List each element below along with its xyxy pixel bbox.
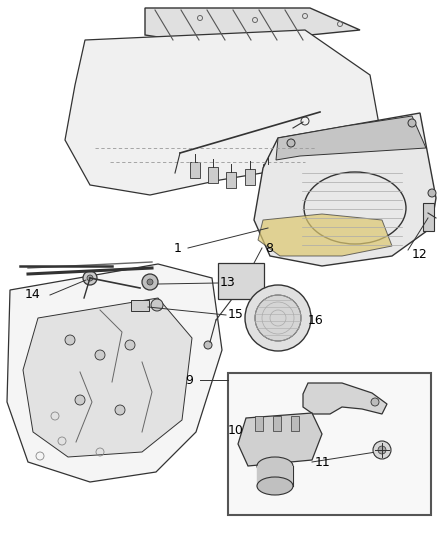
Circle shape: [255, 295, 301, 341]
Circle shape: [428, 189, 436, 197]
Circle shape: [87, 275, 93, 281]
Circle shape: [204, 341, 212, 349]
Circle shape: [245, 285, 311, 351]
Bar: [291, 416, 299, 431]
Bar: [226, 172, 236, 188]
Polygon shape: [65, 30, 380, 195]
Circle shape: [373, 441, 391, 459]
Text: 10: 10: [228, 424, 244, 438]
Circle shape: [378, 446, 386, 454]
Ellipse shape: [257, 457, 293, 475]
Text: 16: 16: [308, 313, 324, 327]
Polygon shape: [276, 116, 426, 160]
Circle shape: [142, 274, 158, 290]
Polygon shape: [258, 214, 392, 256]
Bar: [273, 416, 281, 431]
Polygon shape: [303, 383, 387, 414]
Circle shape: [408, 119, 416, 127]
Polygon shape: [145, 8, 360, 45]
Bar: [255, 416, 263, 431]
Polygon shape: [238, 413, 322, 466]
Bar: [245, 169, 255, 185]
Text: 8: 8: [265, 241, 273, 254]
Bar: [228, 373, 431, 515]
Text: 12: 12: [412, 248, 428, 262]
Bar: [240, 268, 253, 281]
Bar: [218, 263, 264, 299]
Bar: [222, 284, 231, 293]
Polygon shape: [254, 113, 436, 266]
Circle shape: [371, 398, 379, 406]
Ellipse shape: [257, 477, 293, 495]
Bar: [222, 268, 235, 281]
Text: 14: 14: [24, 288, 40, 302]
Text: 1: 1: [174, 241, 182, 254]
Circle shape: [75, 395, 85, 405]
Polygon shape: [7, 264, 222, 482]
Bar: [263, 164, 273, 180]
Text: 9: 9: [185, 374, 193, 386]
Bar: [423, 203, 434, 231]
Bar: [190, 162, 200, 178]
Text: 15: 15: [228, 309, 244, 321]
Bar: [208, 167, 218, 183]
Bar: [257, 466, 293, 486]
Circle shape: [147, 279, 153, 285]
Circle shape: [95, 350, 105, 360]
Bar: [131, 300, 149, 311]
Circle shape: [151, 299, 163, 311]
Circle shape: [83, 271, 97, 285]
Circle shape: [287, 139, 295, 147]
Text: 13: 13: [220, 277, 236, 289]
Polygon shape: [23, 298, 192, 457]
Circle shape: [125, 340, 135, 350]
Circle shape: [115, 405, 125, 415]
Text: 11: 11: [315, 456, 331, 469]
Circle shape: [65, 335, 75, 345]
